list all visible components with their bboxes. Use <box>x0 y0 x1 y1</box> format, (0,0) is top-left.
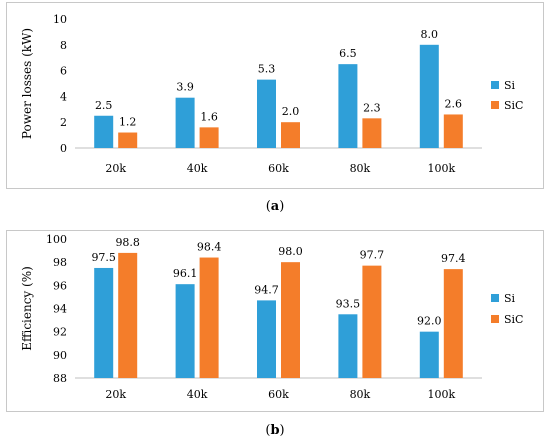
bar-si <box>94 267 114 378</box>
data-label: 2.6 <box>445 97 463 110</box>
bar-si <box>94 115 114 148</box>
legend-swatch-si <box>491 81 499 89</box>
y-tick-label: 2 <box>60 116 67 129</box>
x-tick-label: 80k <box>350 162 371 175</box>
x-tick-label: 100k <box>427 162 455 175</box>
x-tick-label: 20k <box>105 162 126 175</box>
data-label: 92.0 <box>417 315 442 328</box>
x-tick-label: 40k <box>187 388 208 401</box>
legend-label-sic: SiC <box>504 99 523 112</box>
power-losses-chart: 0 2 4 6 8 10 Power losses (kW) 20k 2.5 1.2 40k 3.9 1… <box>20 13 523 175</box>
legend-swatch-sic <box>491 315 499 323</box>
bar-si <box>257 300 276 378</box>
data-label: 8.0 <box>421 28 439 41</box>
bar-sic <box>443 114 463 148</box>
legend-label-si: Si <box>504 292 516 305</box>
x-tick-label: 100k <box>427 388 455 401</box>
bar-sic <box>443 269 463 378</box>
bar-sic <box>118 252 138 378</box>
data-label: 97.4 <box>441 252 466 265</box>
data-label: 97.5 <box>91 251 116 264</box>
data-label: 93.5 <box>336 297 361 310</box>
bar-sic <box>199 127 219 148</box>
y-tick-label: 98 <box>53 256 67 269</box>
legend-swatch-sic <box>491 101 499 109</box>
x-tick-label: 60k <box>268 162 289 175</box>
bar-si <box>419 44 439 148</box>
bar-sic <box>281 262 300 378</box>
data-label: 1.2 <box>119 116 137 129</box>
data-label: 96.1 <box>173 267 198 280</box>
data-label: 98.0 <box>278 245 303 258</box>
data-label: 98.8 <box>115 236 140 249</box>
data-label: 2.3 <box>363 101 381 114</box>
data-label: 1.6 <box>200 110 218 123</box>
y-tick-label: 96 <box>53 279 67 292</box>
chart-panel-b: 88 90 92 94 96 98 100 Efficiency (%) 20k 97.5 98.8… <box>6 230 544 412</box>
legend-label-sic: SiC <box>504 313 523 326</box>
y-tick-label: 0 <box>60 142 67 155</box>
bar-si <box>419 331 439 378</box>
x-tick-label: 20k <box>105 388 126 401</box>
y-tick-label: 8 <box>60 39 67 52</box>
x-tick-label: 60k <box>268 388 289 401</box>
bar-sic <box>118 132 138 148</box>
bar-si <box>175 284 195 378</box>
y-tick-label: 92 <box>53 326 67 339</box>
bar-sic <box>281 122 300 148</box>
bar-si <box>338 314 358 378</box>
y-axis-label: Power losses (kW) <box>20 28 34 139</box>
bar-si <box>257 79 276 148</box>
data-label: 94.7 <box>254 283 279 296</box>
data-label: 5.3 <box>258 63 276 76</box>
legend-label-si: Si <box>504 79 516 92</box>
caption-b-letter: b <box>270 423 280 438</box>
x-tick-label: 80k <box>350 388 371 401</box>
data-label: 2.0 <box>282 105 300 118</box>
data-label: 97.7 <box>360 249 385 262</box>
y-axis-label: Efficiency (%) <box>20 266 34 351</box>
chart-panel-a: 0 2 4 6 8 10 Power losses (kW) 20k 2.5 1.2 40k 3.9 1… <box>6 2 544 189</box>
y-tick-label: 4 <box>60 90 67 103</box>
legend-swatch-si <box>491 294 499 302</box>
y-tick-label: 88 <box>53 372 67 385</box>
y-tick-label: 90 <box>53 349 67 362</box>
caption-a: (a) <box>265 199 285 214</box>
bar-sic <box>362 118 382 148</box>
caption-b: (b) <box>265 423 285 438</box>
caption-a-letter: a <box>270 199 280 214</box>
bar-si <box>175 97 195 148</box>
data-label: 3.9 <box>176 81 194 94</box>
bar-si <box>338 64 358 148</box>
x-tick-label: 40k <box>187 162 208 175</box>
bar-sic <box>199 257 219 378</box>
y-tick-label: 94 <box>53 303 67 316</box>
data-label: 2.5 <box>95 99 113 112</box>
y-tick-label: 10 <box>53 13 67 26</box>
y-tick-label: 6 <box>60 65 67 78</box>
bar-sic <box>362 265 382 378</box>
data-label: 6.5 <box>339 47 357 60</box>
efficiency-chart: 88 90 92 94 96 98 100 Efficiency (%) 20k 97.5 98.8… <box>20 233 523 401</box>
y-tick-label: 100 <box>46 233 67 246</box>
data-label: 98.4 <box>197 241 222 254</box>
